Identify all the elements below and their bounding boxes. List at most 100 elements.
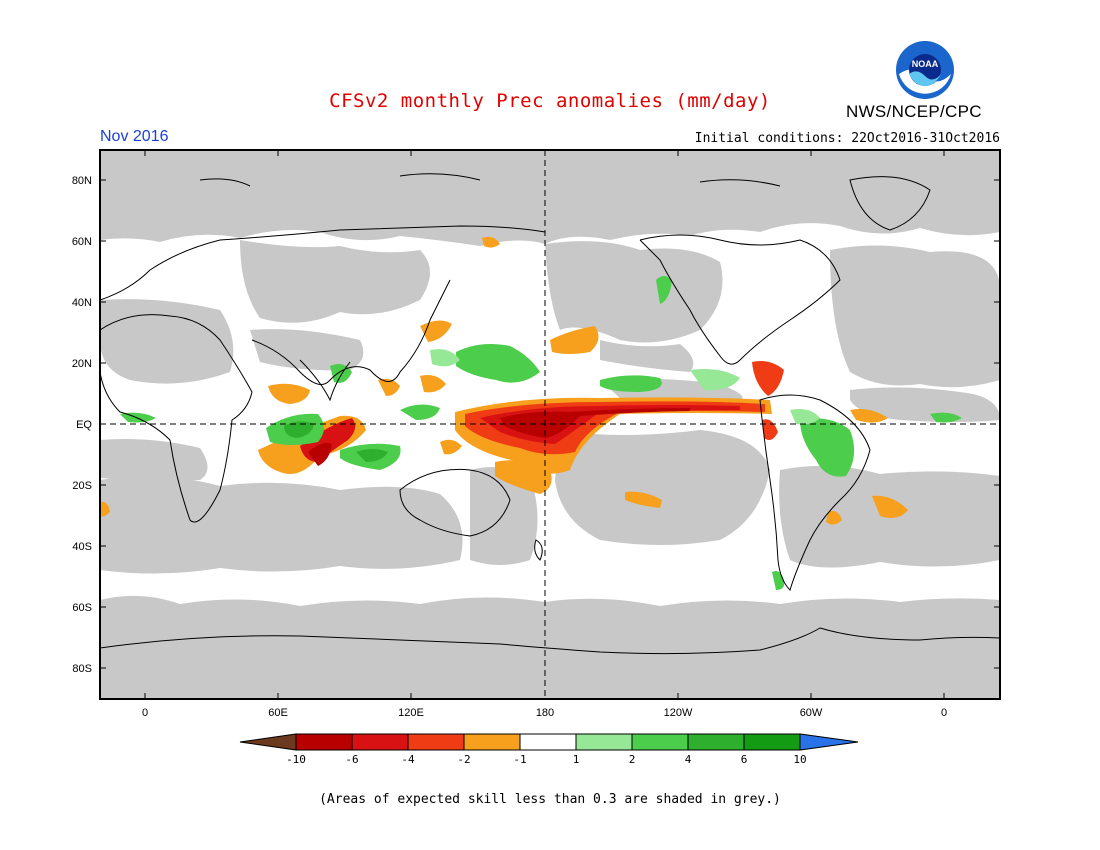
dry-siberia	[482, 236, 500, 248]
colorbar-box-6-10	[743, 733, 801, 751]
dry-sw-pacific	[495, 460, 552, 494]
wet-nw-pacific-light	[430, 349, 460, 367]
wet-ne-pacific	[600, 375, 662, 392]
colorbar-box-2-4	[631, 733, 689, 751]
colorbar-box-m10-m6	[295, 733, 353, 751]
chart-title: CFSv2 monthly Prec anomalies (mm/day)	[329, 90, 771, 112]
wet-nw-pacific	[456, 344, 540, 383]
coast-india	[299, 359, 351, 402]
lon-axis: 0 60E 120E 180 120W 60W 0	[142, 150, 947, 719]
coast-arctic	[199, 173, 781, 187]
grey-asia-south	[250, 329, 364, 371]
lat-label: 40S	[72, 541, 92, 553]
lat-tick-20S: 20S	[72, 480, 1000, 492]
lat-tick-80S: 80S	[72, 663, 1000, 675]
lat-label: 20S	[72, 480, 92, 492]
lat-label: 80N	[72, 175, 92, 187]
wet-amazon-light	[790, 409, 820, 425]
noaa-logo-text: NOAA	[912, 59, 939, 69]
map-frame	[99, 149, 1001, 700]
lat-tick-60N: 60N	[72, 236, 1000, 248]
lon-label: 0	[142, 707, 148, 719]
colorbar	[239, 733, 859, 751]
grey-north	[100, 150, 1000, 246]
coastlines	[100, 173, 1000, 655]
dry-south-atlantic	[872, 495, 908, 518]
lat-tick-80N: 80N	[72, 175, 1000, 187]
dry-bay-bengal	[378, 378, 400, 396]
lon-label: 60W	[800, 707, 823, 719]
grey-tropical-atlantic	[850, 387, 1000, 422]
lat-label: 80S	[72, 663, 92, 675]
colorbar-box-m2-m1	[463, 733, 521, 751]
colorbar-arrow-left	[239, 733, 297, 751]
colorbar-label: -10	[286, 753, 306, 766]
coast-eurasia	[100, 225, 546, 301]
dry-caribbean	[752, 361, 784, 396]
colorbar-box-4-6	[687, 733, 745, 751]
lon-label: 180	[536, 707, 554, 719]
coast-antarctica	[100, 627, 1000, 655]
dry-arabian-sea	[268, 383, 310, 404]
lon-tick-0-east: 0	[941, 150, 947, 719]
lon-tick-120E: 120E	[398, 150, 424, 719]
lon-label: 120E	[398, 707, 424, 719]
initial-conditions: Initial conditions: 22Oct2016-31Oct2016	[694, 131, 1000, 146]
lon-tick-180: 180	[536, 707, 554, 719]
grey-north-pacific	[545, 241, 723, 343]
coast-nz	[534, 539, 543, 561]
lat-tick-40N: 40N	[72, 297, 1000, 309]
lat-label: 20N	[72, 358, 92, 370]
wet-amazon	[800, 418, 855, 477]
lat-axis: 80N 60N 40N 20N EQ 20S 40S 60S 80S	[72, 175, 1000, 675]
lat-tick-EQ: EQ	[76, 419, 92, 431]
lat-tick-20N: 20N	[72, 358, 1000, 370]
dry-atlantic	[850, 409, 888, 423]
colorbar-labels: -10 -6 -4 -2 -1 1 2 4 6 10	[286, 753, 807, 766]
dry-pacific-darkred	[500, 408, 690, 438]
colorbar-label: -2	[457, 753, 470, 766]
lat-label: 60S	[72, 602, 92, 614]
lon-label: 60E	[268, 707, 288, 719]
grey-north-atlantic	[830, 245, 1000, 388]
dry-north-pacific	[550, 326, 599, 354]
coast-south-america	[759, 394, 871, 591]
coast-north-america	[639, 234, 841, 365]
wet-west-indian-core	[284, 421, 314, 438]
colorbar-label: -6	[345, 753, 358, 766]
wet-maritime-core	[356, 449, 388, 462]
grey-south-pacific	[555, 430, 770, 545]
colorbar-arrow-right	[799, 733, 859, 751]
dry-africa-west-south	[100, 501, 110, 517]
colorbar-box-m4-m2	[407, 733, 465, 751]
colorbar-label: 10	[793, 753, 806, 766]
colorbar-box-1-2	[575, 733, 633, 751]
lon-tick-60E: 60E	[268, 150, 288, 719]
wet-indonesia	[400, 404, 440, 420]
colorbar-label: 4	[685, 753, 692, 766]
forecast-month: Nov 2016	[100, 128, 169, 145]
wet-ne-pacific-2	[690, 369, 740, 391]
dry-brazil-south	[826, 511, 842, 525]
grey-south-indian	[100, 476, 463, 574]
dry-bay-bengal-2	[420, 375, 446, 393]
lon-tick-120W: 120W	[664, 150, 693, 719]
lon-tick-60W: 60W	[800, 150, 823, 719]
grey-eurasia	[240, 240, 430, 323]
lon-label: 120W	[664, 707, 693, 719]
dry-indonesia	[440, 439, 462, 455]
coast-asia-south	[251, 279, 451, 385]
lat-tick-40S: 40S	[72, 541, 1000, 553]
noaa-logo: NOAA	[896, 41, 954, 99]
wet-atlantic-eq	[930, 412, 962, 423]
dry-indian-darkred	[308, 443, 332, 466]
grey-north-pacific-2	[600, 340, 694, 372]
colorbar-label: -1	[513, 753, 526, 766]
lon-tick-0: 0	[142, 150, 148, 719]
grey-south	[100, 595, 1000, 699]
wet-east-pacific	[656, 276, 672, 304]
organization-label: NWS/NCEP/CPC	[846, 102, 982, 121]
colorbar-label: -4	[401, 753, 415, 766]
lat-label: 60N	[72, 236, 92, 248]
